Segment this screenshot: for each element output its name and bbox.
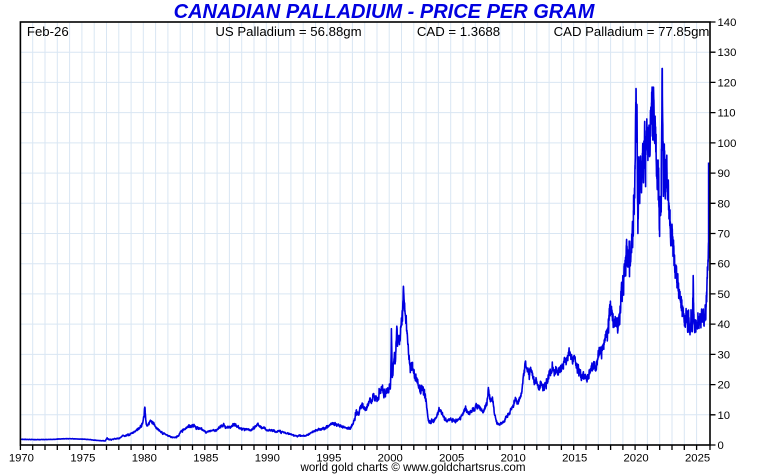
svg-text:80: 80	[718, 198, 731, 210]
svg-text:2010: 2010	[501, 453, 526, 465]
svg-text:90: 90	[718, 168, 731, 180]
svg-text:1975: 1975	[70, 453, 95, 465]
svg-text:2005: 2005	[439, 453, 464, 465]
svg-text:40: 40	[718, 319, 731, 331]
svg-text:CANADIAN PALLADIUM - PRICE PER: CANADIAN PALLADIUM - PRICE PER GRAM	[174, 1, 596, 23]
svg-text:2025: 2025	[685, 453, 710, 465]
svg-text:0: 0	[718, 440, 724, 452]
svg-text:120: 120	[718, 77, 737, 89]
svg-text:1995: 1995	[316, 453, 341, 465]
svg-text:70: 70	[718, 229, 731, 241]
svg-text:world gold charts © www.goldch: world gold charts © www.goldchartsrus.co…	[299, 461, 525, 474]
svg-text:1985: 1985	[193, 453, 218, 465]
svg-text:1970: 1970	[9, 453, 34, 465]
svg-text:1990: 1990	[255, 453, 280, 465]
svg-text:100: 100	[718, 138, 737, 150]
svg-text:50: 50	[718, 289, 731, 301]
svg-text:110: 110	[718, 108, 736, 120]
svg-text:140: 140	[718, 17, 737, 29]
svg-text:2020: 2020	[624, 453, 649, 465]
svg-text:CAD = 1.3688: CAD = 1.3688	[417, 24, 500, 39]
svg-text:130: 130	[718, 47, 737, 59]
svg-text:1980: 1980	[132, 453, 157, 465]
svg-text:20: 20	[718, 380, 731, 392]
svg-text:10: 10	[718, 410, 731, 422]
svg-text:2000: 2000	[378, 453, 403, 465]
svg-text:US Palladium = 56.88gm: US Palladium = 56.88gm	[215, 24, 361, 39]
svg-text:30: 30	[718, 349, 731, 361]
svg-text:2015: 2015	[562, 453, 587, 465]
svg-text:CAD Palladium = 77.85gm: CAD Palladium = 77.85gm	[554, 24, 710, 39]
svg-text:Feb-26: Feb-26	[27, 24, 69, 39]
svg-text:60: 60	[718, 259, 731, 271]
